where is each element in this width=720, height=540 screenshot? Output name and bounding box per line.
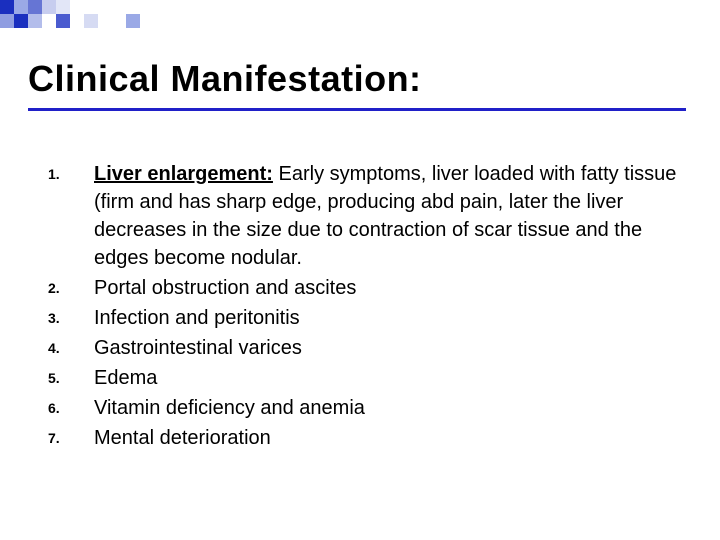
decor-row-1 [0, 14, 140, 28]
decor-square [126, 0, 140, 14]
decor-square [98, 14, 112, 28]
decor-square [112, 14, 126, 28]
list-item: 3.Infection and peritonitis [48, 304, 680, 332]
decor-square [42, 0, 56, 14]
list-number: 4. [48, 334, 94, 362]
decor-square [56, 0, 70, 14]
decor-square [84, 14, 98, 28]
list-number: 5. [48, 364, 94, 392]
decor-row-0 [0, 0, 140, 14]
decor-square [98, 0, 112, 14]
decor-square [0, 0, 14, 14]
title-underline [28, 108, 686, 111]
slide-title: Clinical Manifestation: [28, 58, 422, 100]
list-item: 4.Gastrointestinal varices [48, 334, 680, 362]
list-number: 2. [48, 274, 94, 302]
list-number: 6. [48, 394, 94, 422]
list-number: 3. [48, 304, 94, 332]
decor-square [42, 14, 56, 28]
decor-square [14, 14, 28, 28]
decor-square [70, 14, 84, 28]
decor-square [84, 0, 98, 14]
list-body: Infection and peritonitis [94, 304, 680, 332]
manifestation-list: 1.Liver enlargement: Early symptoms, liv… [48, 160, 680, 454]
list-number: 7. [48, 424, 94, 452]
list-text: Gastrointestinal varices [94, 337, 302, 359]
list-item: 5.Edema [48, 364, 680, 392]
decor-square [0, 14, 14, 28]
list-item: 2.Portal obstruction and ascites [48, 274, 680, 302]
decor-square [126, 14, 140, 28]
decor-square [70, 0, 84, 14]
corner-decoration [0, 0, 140, 30]
list-body: Vitamin deficiency and anemia [94, 394, 680, 422]
list-body: Gastrointestinal varices [94, 334, 680, 362]
list-lead: Liver enlargement: [94, 163, 273, 185]
list-text: Vitamin deficiency and anemia [94, 397, 365, 419]
list-text: Edema [94, 367, 157, 389]
list-text: Infection and peritonitis [94, 307, 300, 329]
decor-square [28, 0, 42, 14]
list-number: 1. [48, 160, 94, 188]
decor-square [112, 0, 126, 14]
list-item: 1.Liver enlargement: Early symptoms, liv… [48, 160, 680, 272]
list-item: 6.Vitamin deficiency and anemia [48, 394, 680, 422]
decor-square [14, 0, 28, 14]
list-body: Portal obstruction and ascites [94, 274, 680, 302]
list-text: Portal obstruction and ascites [94, 277, 356, 299]
decor-square [28, 14, 42, 28]
list-body: Liver enlargement: Early symptoms, liver… [94, 160, 680, 272]
list-body: Edema [94, 364, 680, 392]
decor-square [56, 14, 70, 28]
list-item: 7.Mental deterioration [48, 424, 680, 452]
list-body: Mental deterioration [94, 424, 680, 452]
list-text: Mental deterioration [94, 427, 271, 449]
